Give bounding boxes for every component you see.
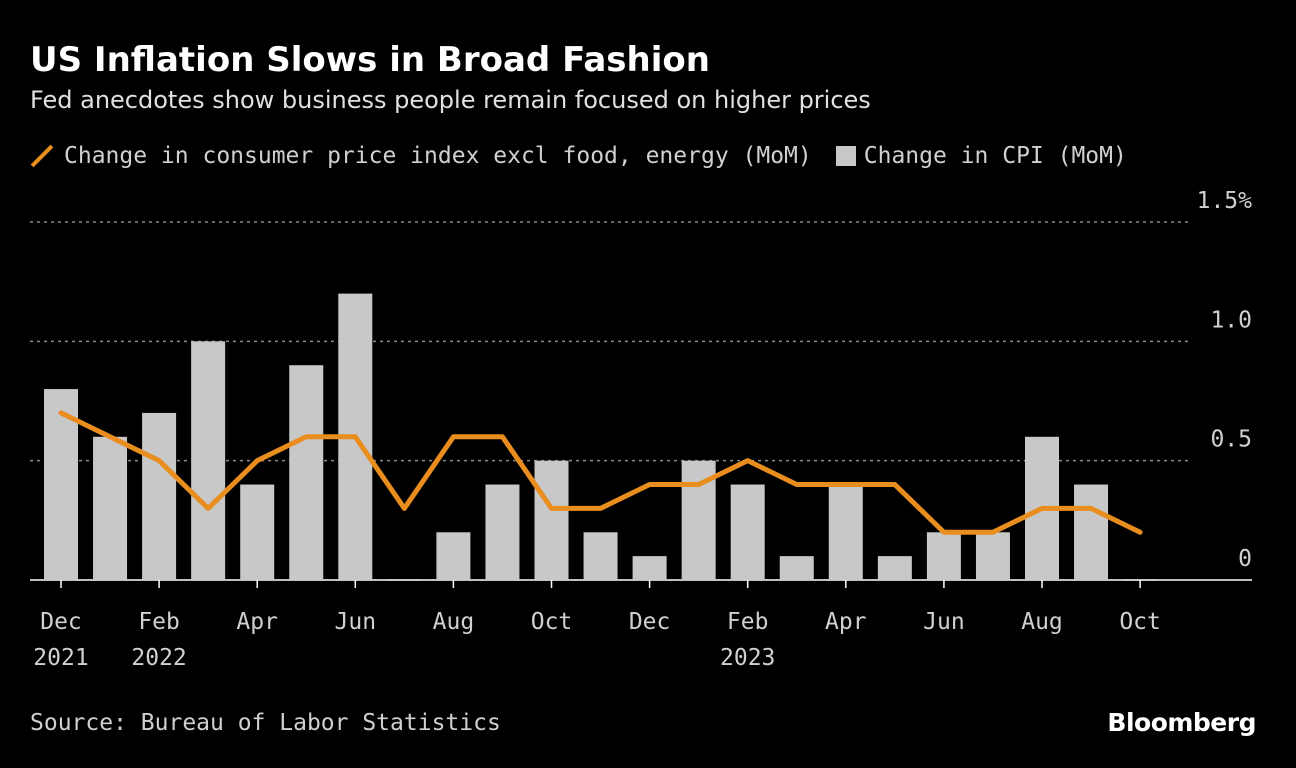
bar — [191, 341, 226, 580]
bar — [142, 412, 177, 580]
y-axis-labels: 0 0.5 1.0 1.5% — [1197, 188, 1253, 572]
chart-subtitle: Fed anecdotes show business people remai… — [30, 86, 871, 114]
chart-title: US Inflation Slows in Broad Fashion — [30, 40, 710, 80]
bar-layer — [44, 293, 1158, 581]
bar — [975, 532, 1010, 580]
x-tick-label: Oct — [531, 609, 573, 635]
y-tick-label: 1.0 — [1210, 307, 1252, 333]
bar — [93, 436, 128, 580]
bar — [828, 484, 863, 580]
x-tick-label: Aug — [1021, 609, 1063, 635]
legend-label-cpi: Change in CPI (MoM) — [863, 143, 1127, 169]
bar — [436, 532, 471, 580]
x-tick-label: 2023 — [720, 645, 775, 671]
x-tick-label: 2021 — [33, 645, 88, 671]
x-tick-label: Oct — [1119, 609, 1161, 635]
bar — [926, 532, 961, 580]
legend-label-core-cpi: Change in consumer price index excl food… — [64, 143, 812, 169]
y-tick-label: 1.5% — [1197, 188, 1253, 214]
x-tick-label: Feb — [727, 609, 769, 635]
y-tick-label: 0.5 — [1210, 427, 1252, 453]
bar — [877, 556, 912, 580]
x-tick-label: 2022 — [131, 645, 186, 671]
x-tick-label: Jun — [335, 609, 377, 635]
bar — [730, 484, 765, 580]
x-tick-label: Dec — [629, 609, 671, 635]
x-tick-label: Jun — [923, 609, 965, 635]
line-layer — [58, 410, 1143, 535]
legend-item-cpi: Change in CPI (MoM) — [835, 143, 1127, 169]
bar — [632, 556, 667, 580]
bar — [240, 484, 275, 580]
legend-box-swatch — [835, 146, 856, 166]
legend-item-core-cpi: Change in consumer price index excl food… — [30, 143, 812, 169]
source-note: Source: Bureau of Labor Statistics — [30, 710, 501, 736]
bar — [289, 365, 324, 580]
bar — [583, 532, 618, 580]
bar — [779, 556, 814, 580]
x-tick-label: Dec — [40, 609, 82, 635]
x-tick-label: Apr — [825, 609, 867, 635]
legend: Change in consumer price index excl food… — [30, 143, 1151, 169]
bar — [534, 460, 569, 580]
bar — [387, 579, 422, 581]
y-tick-label: 0 — [1238, 546, 1252, 572]
brand-logo: Bloomberg — [1107, 708, 1256, 737]
bar — [1074, 484, 1109, 580]
bar — [485, 484, 520, 580]
x-axis-labels: Dec 2021 Feb 2022 Apr Jun Aug Oct Dec Feb 2023 Apr J… — [33, 580, 1161, 671]
x-tick-label: Apr — [236, 609, 278, 635]
x-tick-label: Aug — [433, 609, 475, 635]
x-tick-label: Feb — [138, 609, 180, 635]
